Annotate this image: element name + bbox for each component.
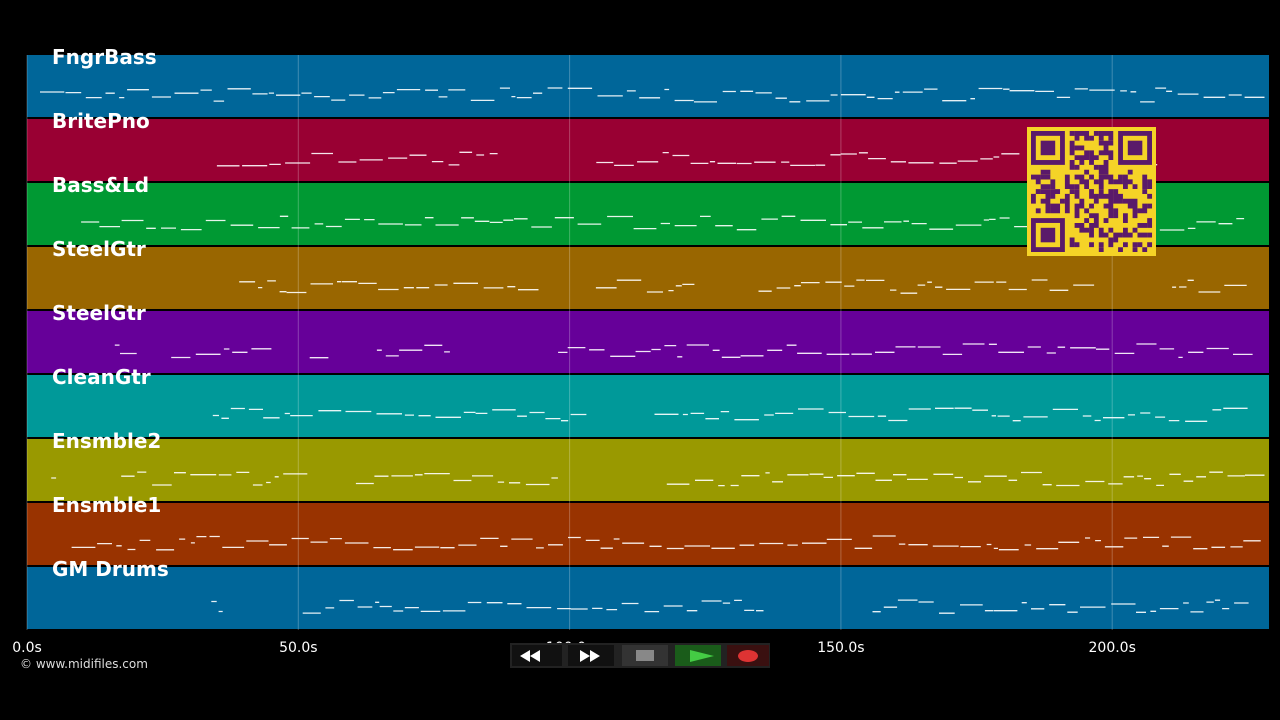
copyright: © www.midifiles.com [20,657,148,671]
notes [216,151,1158,167]
time-tick-label: 0.0s [12,640,42,656]
qr-finder [1040,140,1056,156]
notes [51,471,1265,487]
track-name: Bass&Ld [52,173,149,197]
forward-icon [580,650,600,662]
stop-icon [636,650,654,661]
track-name: SteelGtr [52,301,146,325]
track-name: CleanGtr [52,365,151,389]
record-icon [738,650,758,662]
track-lane [27,567,1269,629]
notes [40,87,1265,103]
time-tick-label: 200.0s [1089,640,1136,656]
time-tick-label: 50.0s [279,640,317,656]
track-lane [27,247,1269,309]
tracks: FngrBass BritePno Bass&Ld SteelGtr SteelGtr C… [27,45,1269,629]
notes [71,535,1261,551]
track-name: Ensmble1 [52,493,161,517]
notes [239,279,1247,294]
track-name: GM Drums [52,557,169,581]
notes [211,599,1249,614]
track-name: SteelGtr [52,237,146,261]
track-lane [27,439,1269,501]
track-lane [27,55,1269,117]
track-lane [27,503,1269,565]
rewind-icon [520,650,540,662]
track-lane [27,375,1269,437]
qr-finder [1040,227,1056,243]
track-name: Ensmble2 [52,429,161,453]
qr-code [1027,127,1156,256]
track-name: FngrBass [52,45,157,69]
transport-controls [510,643,770,668]
qr-finder [1127,140,1143,156]
track-name: BritePno [52,109,150,133]
time-tick-label: 150.0s [817,640,864,656]
track-lane [27,311,1269,373]
play-icon [690,650,714,662]
qr-modules [1031,131,1153,253]
notes [212,407,1248,422]
notes [114,343,1253,359]
